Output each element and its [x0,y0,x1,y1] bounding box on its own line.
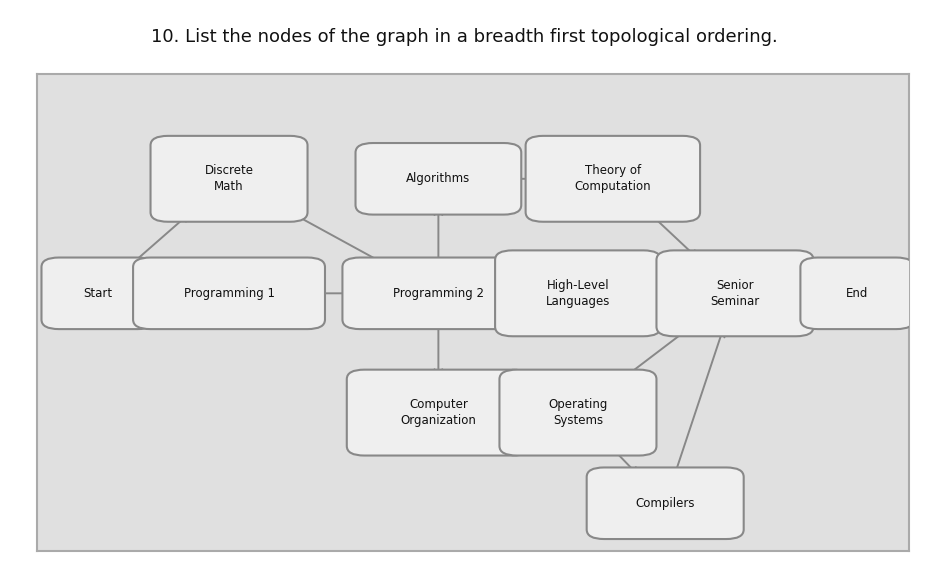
Text: Computer
Organization: Computer Organization [400,398,476,427]
FancyBboxPatch shape [342,257,534,329]
Text: High-Level
Languages: High-Level Languages [545,279,609,308]
FancyBboxPatch shape [655,250,813,336]
FancyBboxPatch shape [495,250,660,336]
Text: Start: Start [83,287,112,300]
Text: Algorithms: Algorithms [406,172,470,185]
Text: Operating
Systems: Operating Systems [548,398,607,427]
FancyBboxPatch shape [133,257,324,329]
FancyBboxPatch shape [586,467,743,539]
Text: Programming 2: Programming 2 [392,287,483,300]
Text: Compilers: Compilers [635,497,694,509]
Text: Theory of
Computation: Theory of Computation [574,164,651,193]
FancyBboxPatch shape [525,136,699,222]
FancyBboxPatch shape [799,257,913,329]
FancyBboxPatch shape [42,257,155,329]
FancyBboxPatch shape [355,143,521,215]
Text: 10. List the nodes of the graph in a breadth first topological ordering.: 10. List the nodes of the graph in a bre… [150,28,777,47]
Text: Programming 1: Programming 1 [184,287,274,300]
Text: Discrete
Math: Discrete Math [204,164,253,193]
FancyBboxPatch shape [347,370,529,456]
FancyBboxPatch shape [150,136,307,222]
Text: End: End [845,287,868,300]
Text: Senior
Seminar: Senior Seminar [709,279,759,308]
FancyBboxPatch shape [499,370,655,456]
